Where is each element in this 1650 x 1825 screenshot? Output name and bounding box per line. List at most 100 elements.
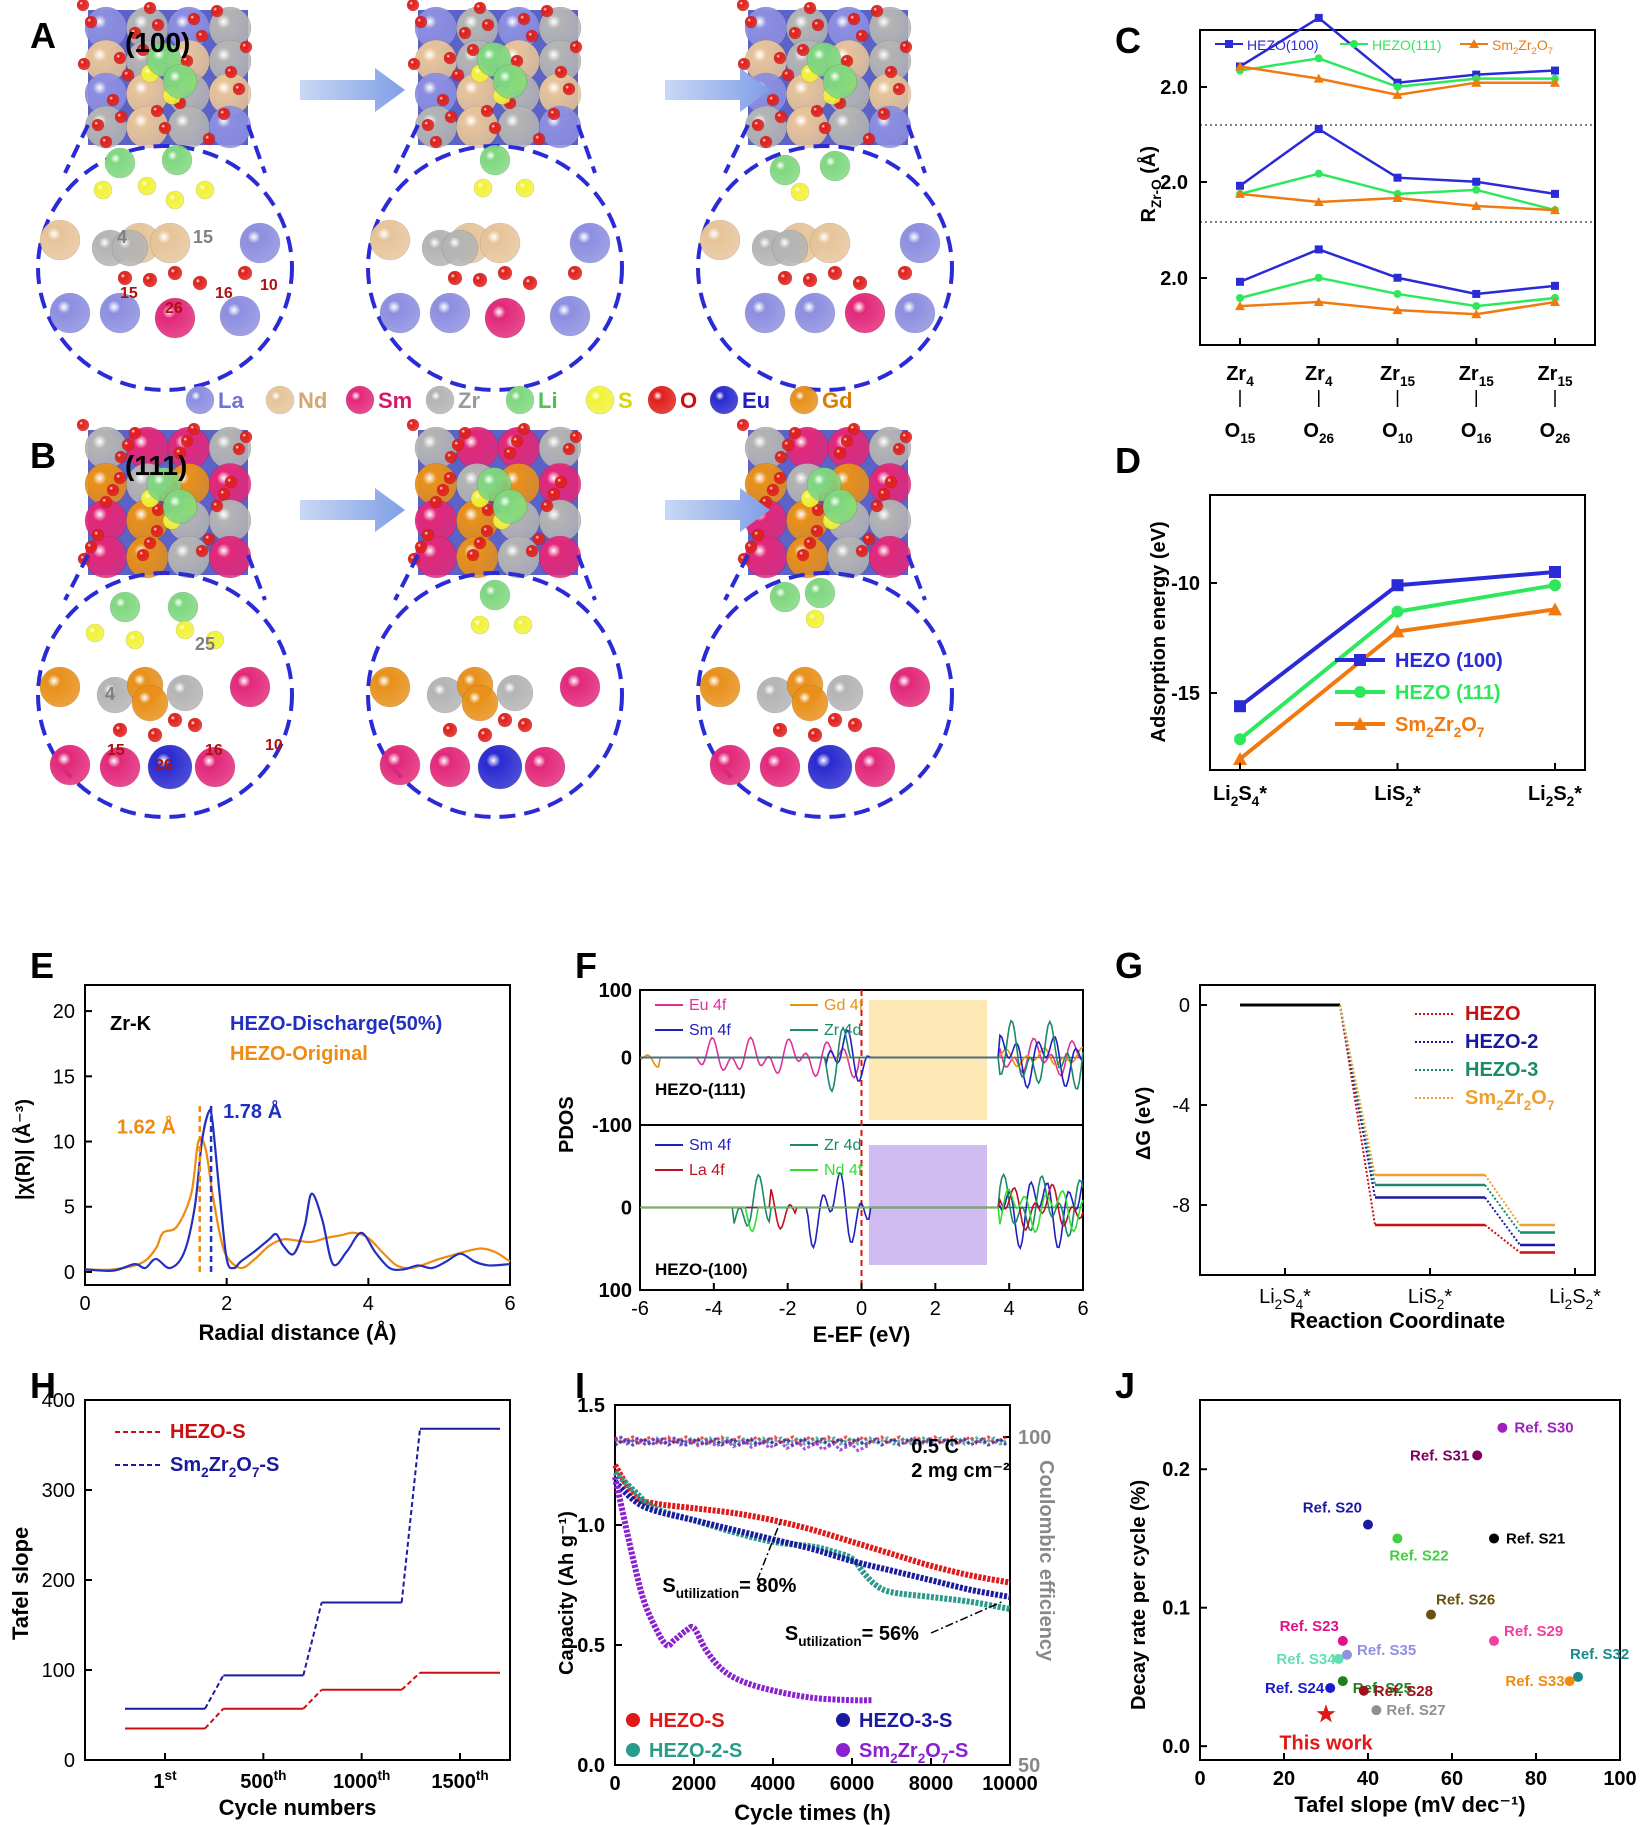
atom-s: [790, 182, 810, 202]
chart-e: 0 2 4 6 0 5 10 15 20 1.62 Å 1.78 Å Zr-K HEZO-Dischar…: [11, 984, 516, 1345]
zoom-circle: [36, 571, 294, 819]
legend-label-nd: Nd: [298, 388, 327, 413]
point-label: Ref. S32: [1570, 1646, 1629, 1663]
y-axis-label: PDOS: [556, 1096, 578, 1153]
site-number: 15: [107, 742, 125, 759]
atom-o: [877, 487, 891, 501]
atom-o: [562, 82, 576, 96]
atom-o: [751, 118, 765, 132]
atom-o: [781, 438, 795, 452]
zoom-connector: [723, 124, 750, 174]
y-axis-label: Capacity (Ah g⁻¹): [556, 1511, 578, 1675]
atom-o: [774, 110, 788, 124]
atom-o: [187, 422, 201, 436]
atom-sm: [49, 744, 91, 786]
atom-sm: [497, 426, 540, 470]
atom-s: [470, 615, 490, 635]
panel-label-j: J: [1115, 1365, 1136, 1406]
atom-o: [870, 4, 884, 18]
atom-sm: [379, 744, 421, 786]
atom-o: [744, 540, 758, 554]
atom-gd: [369, 666, 411, 708]
atom-li: [769, 581, 801, 613]
y-tick-label: 10: [53, 1132, 75, 1154]
annotation-pointer: [756, 1519, 782, 1581]
legend-label: Sm 4f: [689, 1137, 731, 1154]
x-tick-label: Zr15: [1380, 363, 1416, 389]
atom-s: [515, 178, 535, 198]
atom-o: [128, 426, 142, 440]
y-tick-label: 1.0: [577, 1515, 605, 1537]
atom-o: [884, 65, 898, 79]
atom-o: [451, 438, 465, 452]
atom-o: [195, 29, 209, 43]
atom-o: [143, 536, 157, 550]
atom-o: [187, 12, 201, 26]
atom-o: [429, 495, 443, 509]
x-tick-label: O26: [1303, 420, 1334, 446]
data-point: [1392, 305, 1403, 315]
atom-sm: [154, 297, 196, 339]
x-tick-label: 4000: [751, 1773, 796, 1795]
legend-label: HEZO-3: [1465, 1059, 1538, 1081]
atom-o: [532, 132, 546, 146]
atom-sm: [889, 666, 931, 708]
y-tick-label: 2.0: [1160, 268, 1188, 290]
legend-marker: [836, 1743, 850, 1757]
atom-o: [143, 1, 157, 15]
data-point: [1497, 1422, 1508, 1433]
data-point: [1393, 289, 1402, 298]
x-tick-label: O15: [1225, 420, 1256, 446]
x-axis-label: Cycle times (h): [734, 1800, 891, 1825]
atom-sm: [345, 385, 375, 415]
atom-o: [554, 475, 568, 489]
atom-s: [175, 620, 195, 640]
y-tick-label: -100: [592, 1115, 632, 1137]
atom-o: [840, 434, 854, 448]
atom-o: [810, 104, 824, 118]
zoom-connector: [393, 554, 420, 601]
legend-label: HEZO-2: [1465, 1031, 1538, 1053]
atom-o: [777, 270, 793, 286]
zoom-connector: [63, 124, 90, 174]
point-label: Ref. S20: [1303, 1500, 1362, 1517]
point-label: Ref. S23: [1280, 1618, 1339, 1635]
coulombic-efficiency-trace: [614, 1437, 1008, 1447]
plot-frame: [614, 1404, 1011, 1766]
x-tick-label: Li2S2*: [1528, 783, 1582, 809]
atom-la: [99, 292, 141, 334]
atom-o: [202, 532, 216, 546]
x-tick-label: LiS2*: [1374, 783, 1421, 809]
legend-marker: [1225, 40, 1233, 48]
data-point: [1314, 54, 1323, 63]
atom-o: [195, 544, 209, 558]
annotation: 1.78 Å: [223, 1099, 282, 1123]
atom-zr: [166, 674, 204, 712]
site-number: 15: [120, 285, 138, 302]
y-axis-label: Tafel slope: [8, 1527, 33, 1640]
atom-o: [862, 132, 876, 146]
panel-a-structure-2: [366, 0, 624, 392]
atom-s: [585, 385, 615, 415]
atom-o: [736, 0, 750, 12]
data-point: [1393, 173, 1402, 182]
y-tick-label: -8: [1172, 1195, 1190, 1217]
atom-o: [180, 434, 194, 448]
atom-la: [744, 292, 786, 334]
atom-o: [736, 418, 750, 432]
legend-label: HEZO-Discharge(50%): [230, 1013, 442, 1035]
panel-label-e: E: [30, 945, 55, 986]
x-tick-label: 6: [504, 1293, 515, 1315]
x-tick-label: 4: [1004, 1298, 1015, 1320]
atom-s: [125, 630, 145, 650]
data-point: [1550, 77, 1560, 87]
data-point: [1392, 1533, 1403, 1544]
data-point: [1337, 1676, 1348, 1687]
atom-o: [547, 487, 561, 501]
atom-o: [442, 722, 458, 738]
highlight-label: This work: [1279, 1732, 1373, 1754]
data-point: [1236, 277, 1244, 286]
x-tick-label: 6: [1077, 1298, 1088, 1320]
data-point: [1472, 1450, 1483, 1461]
atom-zr: [111, 229, 149, 267]
